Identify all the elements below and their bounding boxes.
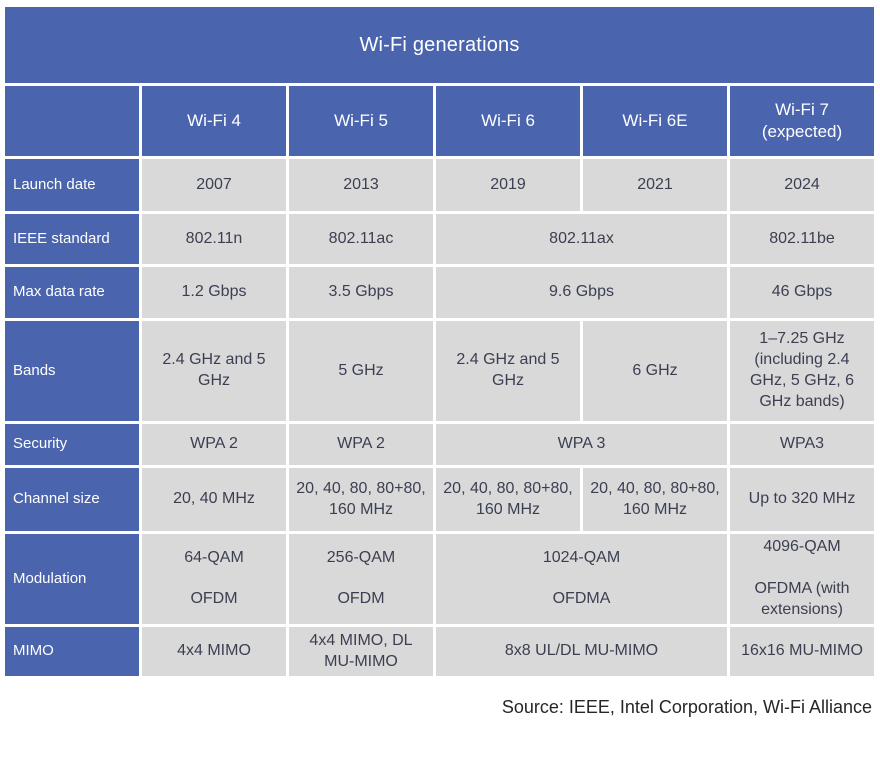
launch-date-cell: 2007 <box>142 159 286 211</box>
security-cell: WPA 2 <box>142 424 286 465</box>
row-label-modulation: Modulation <box>5 534 139 624</box>
table-row-bands: Bands 2.4 GHz and 5 GHz 5 GHz 2.4 GHz an… <box>5 321 874 421</box>
channel-size-cell: 20, 40 MHz <box>142 468 286 531</box>
row-label-max-data-rate: Max data rate <box>5 267 139 318</box>
bands-cell: 2.4 GHz and 5 GHz <box>142 321 286 421</box>
table-row-mimo: MIMO 4x4 MIMO 4x4 MIMO, DL MU-MIMO 8x8 U… <box>5 627 874 676</box>
row-label-security: Security <box>5 424 139 465</box>
security-cell: WPA3 <box>730 424 874 465</box>
max-data-rate-cell: 1.2 Gbps <box>142 267 286 318</box>
security-cell: WPA 2 <box>289 424 433 465</box>
column-header-wifi7: Wi-Fi 7 (expected) <box>730 86 874 156</box>
mimo-cell: 8x8 UL/DL MU-MIMO <box>436 627 727 676</box>
launch-date-cell: 2013 <box>289 159 433 211</box>
column-header-wifi5: Wi-Fi 5 <box>289 86 433 156</box>
channel-size-cell: Up to 320 MHz <box>730 468 874 531</box>
row-label-launch-date: Launch date <box>5 159 139 211</box>
max-data-rate-cell: 46 Gbps <box>730 267 874 318</box>
row-label-mimo: MIMO <box>5 627 139 676</box>
bands-cell: 5 GHz <box>289 321 433 421</box>
bands-cell: 1–7.25 GHz (including 2.4 GHz, 5 GHz, 6 … <box>730 321 874 421</box>
column-header-wifi6: Wi-Fi 6 <box>436 86 580 156</box>
wifi-generations-table: Wi-Fi generations Wi-Fi 4 Wi-Fi 5 Wi-Fi … <box>2 4 877 679</box>
table-row-ieee-standard: IEEE standard 802.11n 802.11ac 802.11ax … <box>5 214 874 264</box>
table-row-modulation: Modulation 64-QAM OFDM 256-QAM OFDM 1024… <box>5 534 874 624</box>
mimo-cell: 4x4 MIMO <box>142 627 286 676</box>
max-data-rate-cell: 3.5 Gbps <box>289 267 433 318</box>
modulation-cell: 256-QAM OFDM <box>289 534 433 624</box>
mimo-cell: 4x4 MIMO, DL MU-MIMO <box>289 627 433 676</box>
ieee-standard-cell: 802.11be <box>730 214 874 264</box>
table-row-channel-size: Channel size 20, 40 MHz 20, 40, 80, 80+8… <box>5 468 874 531</box>
row-label-channel-size: Channel size <box>5 468 139 531</box>
source-note: Source: IEEE, Intel Corporation, Wi-Fi A… <box>501 697 872 717</box>
modulation-cell: 64-QAM OFDM <box>142 534 286 624</box>
launch-date-cell: 2024 <box>730 159 874 211</box>
channel-size-cell: 20, 40, 80, 80+80, 160 MHz <box>289 468 433 531</box>
table-title: Wi-Fi generations <box>5 7 874 83</box>
security-cell: WPA 3 <box>436 424 727 465</box>
channel-size-cell: 20, 40, 80, 80+80, 160 MHz <box>583 468 727 531</box>
ieee-standard-cell: 802.11ac <box>289 214 433 264</box>
max-data-rate-cell: 9.6 Gbps <box>436 267 727 318</box>
mimo-cell: 16x16 MU-MIMO <box>730 627 874 676</box>
row-label-bands: Bands <box>5 321 139 421</box>
page: Wi-Fi generations Wi-Fi 4 Wi-Fi 5 Wi-Fi … <box>2 4 877 717</box>
table-row-max-data-rate: Max data rate 1.2 Gbps 3.5 Gbps 9.6 Gbps… <box>5 267 874 318</box>
table-row-security: Security WPA 2 WPA 2 WPA 3 WPA3 <box>5 424 874 465</box>
launch-date-cell: 2021 <box>583 159 727 211</box>
column-header-wifi4: Wi-Fi 4 <box>142 86 286 156</box>
ieee-standard-cell: 802.11ax <box>436 214 727 264</box>
channel-size-cell: 20, 40, 80, 80+80, 160 MHz <box>436 468 580 531</box>
title-row: Wi-Fi generations <box>5 7 874 83</box>
column-header-wifi6e: Wi-Fi 6E <box>583 86 727 156</box>
row-label-ieee-standard: IEEE standard <box>5 214 139 264</box>
modulation-cell: 1024-QAM OFDMA <box>436 534 727 624</box>
launch-date-cell: 2019 <box>436 159 580 211</box>
bands-cell: 6 GHz <box>583 321 727 421</box>
table-row-launch-date: Launch date 2007 2013 2019 2021 2024 <box>5 159 874 211</box>
corner-cell <box>5 86 139 156</box>
modulation-cell: 4096-QAM OFDMA (with extensions) <box>730 534 874 624</box>
column-header-row: Wi-Fi 4 Wi-Fi 5 Wi-Fi 6 Wi-Fi 6E Wi-Fi 7… <box>5 86 874 156</box>
bands-cell: 2.4 GHz and 5 GHz <box>436 321 580 421</box>
ieee-standard-cell: 802.11n <box>142 214 286 264</box>
